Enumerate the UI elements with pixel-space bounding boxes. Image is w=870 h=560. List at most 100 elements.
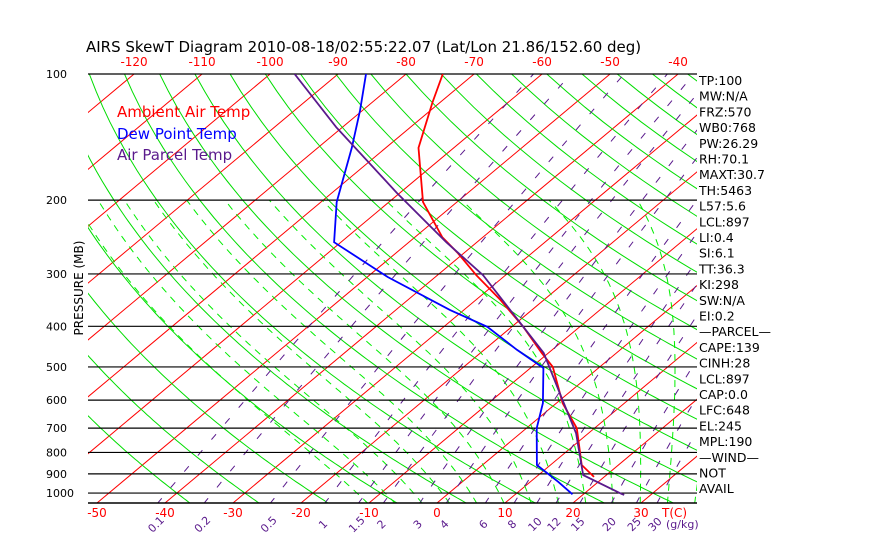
- stat-item: KI:298: [699, 277, 739, 292]
- legend-dew-point: Dew Point Temp: [117, 125, 237, 143]
- moist-adiabat-line: [224, 199, 505, 503]
- mixing-ratio-tick: 8: [505, 517, 519, 531]
- dry-adiabat-line: [300, 74, 697, 390]
- mixing-ratio-line: [484, 199, 697, 503]
- stat-item: PW:26.29: [699, 136, 758, 151]
- x-tick-bottom: -20: [291, 506, 311, 520]
- y-tick-label: 700: [46, 422, 67, 435]
- x-tick-top: -100: [256, 55, 283, 69]
- y-tick-label: 200: [46, 194, 67, 207]
- moist-adiabat-line: [385, 199, 587, 503]
- dry-adiabat-line: [229, 74, 697, 451]
- stat-item: EL:245: [699, 418, 742, 433]
- x-tick-bottom: -10: [359, 506, 379, 520]
- isotherm-line: [300, 171, 697, 503]
- x-tick-top: -80: [396, 55, 416, 69]
- stat-item: MW:N/A: [699, 89, 748, 104]
- mixing-ratio-line: [269, 74, 625, 503]
- dry-adiabat-line: [511, 74, 697, 217]
- stat-item: CINH:28: [699, 356, 750, 371]
- stat-item: LCL:897: [699, 214, 750, 229]
- moist-adiabat-line: [186, 199, 478, 503]
- isotherm-line: [88, 74, 407, 341]
- y-tick-label: 600: [46, 394, 67, 407]
- moist-adiabat-line: [88, 222, 369, 503]
- legend-parcel-temp: Air Parcel Temp: [117, 146, 232, 164]
- stat-item: SW:N/A: [699, 293, 745, 308]
- stat-item: CAPE:139: [699, 340, 760, 355]
- isotherm-line: [572, 398, 697, 503]
- moist-adiabat-line: [97, 199, 396, 503]
- stats-panel: TP:100MW:N/AFRZ:570WB0:768PW:26.29RH:70.…: [698, 73, 771, 496]
- isotherm-line: [96, 74, 611, 503]
- dry-adiabat-line: [864, 74, 870, 504]
- dry-adiabat-line: [793, 74, 870, 504]
- x-tick-bottom: 30: [633, 506, 648, 520]
- stat-item: LFC:648: [699, 403, 750, 418]
- stat-item: L57:5.6: [699, 199, 746, 214]
- x-tick-bottom: 10: [497, 506, 512, 520]
- stat-item: LI:0.4: [699, 230, 734, 245]
- moist-adiabat-line: [269, 199, 532, 503]
- x-tick-bottom: -40: [155, 506, 175, 520]
- dry-adiabat-line: [264, 74, 697, 420]
- moist-adiabat-line: [461, 199, 614, 503]
- y-tick-label: 400: [46, 320, 67, 333]
- stat-item: CAP:0.0: [699, 387, 748, 402]
- moist-adiabat-line: [637, 199, 676, 503]
- mixing-ratio-line: [513, 232, 697, 503]
- stat-item: TP:100: [698, 73, 742, 88]
- isotherm-line: [164, 74, 679, 503]
- mixing-ratio-line: [555, 283, 697, 503]
- moist-adiabat-line: [123, 199, 423, 503]
- stat-item: SI:6.1: [699, 246, 735, 261]
- mixing-ratio-line: [579, 314, 697, 503]
- stat-item: EI:0.2: [699, 309, 735, 324]
- dry-adiabat-line: [440, 74, 697, 273]
- mixing-ratio-line: [203, 74, 572, 503]
- mixing-ratio-line: [536, 259, 697, 503]
- stat-item: NOT: [699, 466, 726, 481]
- stat-item: LCL:897: [699, 371, 750, 386]
- mixing-ratio-unit-label: (g/kg): [666, 518, 699, 531]
- y-tick-label: 100: [46, 68, 67, 81]
- stat-item: MAXT:30.7: [699, 167, 765, 182]
- mixing-ratio-line: [419, 129, 697, 503]
- dry-adiabat-line: [370, 74, 697, 331]
- stat-item: —WIND—: [699, 450, 759, 465]
- stat-item: AVAIL: [699, 481, 734, 496]
- series-ambient-air-temp: [417, 74, 595, 478]
- x-tick-top: -70: [464, 55, 484, 69]
- mixing-ratio-tick: 10: [526, 515, 545, 534]
- mixing-ratio-line: [610, 358, 697, 503]
- isotherm-line: [88, 74, 271, 227]
- isotherm-line: [504, 341, 697, 503]
- moist-adiabat-line: [548, 199, 642, 503]
- mixing-ratio-line: [382, 93, 697, 503]
- series-dew-point-temp: [333, 74, 574, 495]
- dry-adiabat-line: [828, 74, 870, 504]
- legend-ambient-temp: Ambient Air Temp: [117, 103, 250, 121]
- mixing-ratio-tick: 6: [476, 517, 490, 531]
- isotherm-line: [368, 228, 697, 503]
- profiles: [293, 74, 625, 496]
- mixing-ratio-line: [157, 74, 534, 503]
- mixing-ratio-tick: 3: [411, 517, 425, 531]
- stat-item: WB0:768: [699, 120, 756, 135]
- x-tick-top: -90: [328, 55, 348, 69]
- y-tick-label: 800: [46, 446, 67, 459]
- x-tick-bottom: -30: [223, 506, 243, 520]
- isotherm-line: [88, 74, 203, 171]
- y-axis-label: PRESSURE (MB): [72, 241, 86, 336]
- y-tick-label: 1000: [46, 487, 74, 500]
- dry-adiabat-line: [476, 74, 697, 245]
- mixing-ratio-tick: 20: [600, 515, 619, 534]
- y-tick-label: 500: [46, 361, 67, 374]
- isotherm-line: [88, 74, 475, 398]
- y-tick-label: 900: [46, 468, 67, 481]
- stat-item: MPL:190: [699, 434, 752, 449]
- stat-item: RH:70.1: [699, 152, 749, 167]
- y-tick-label: 300: [46, 268, 67, 281]
- moist-adiabat-line: [153, 199, 450, 503]
